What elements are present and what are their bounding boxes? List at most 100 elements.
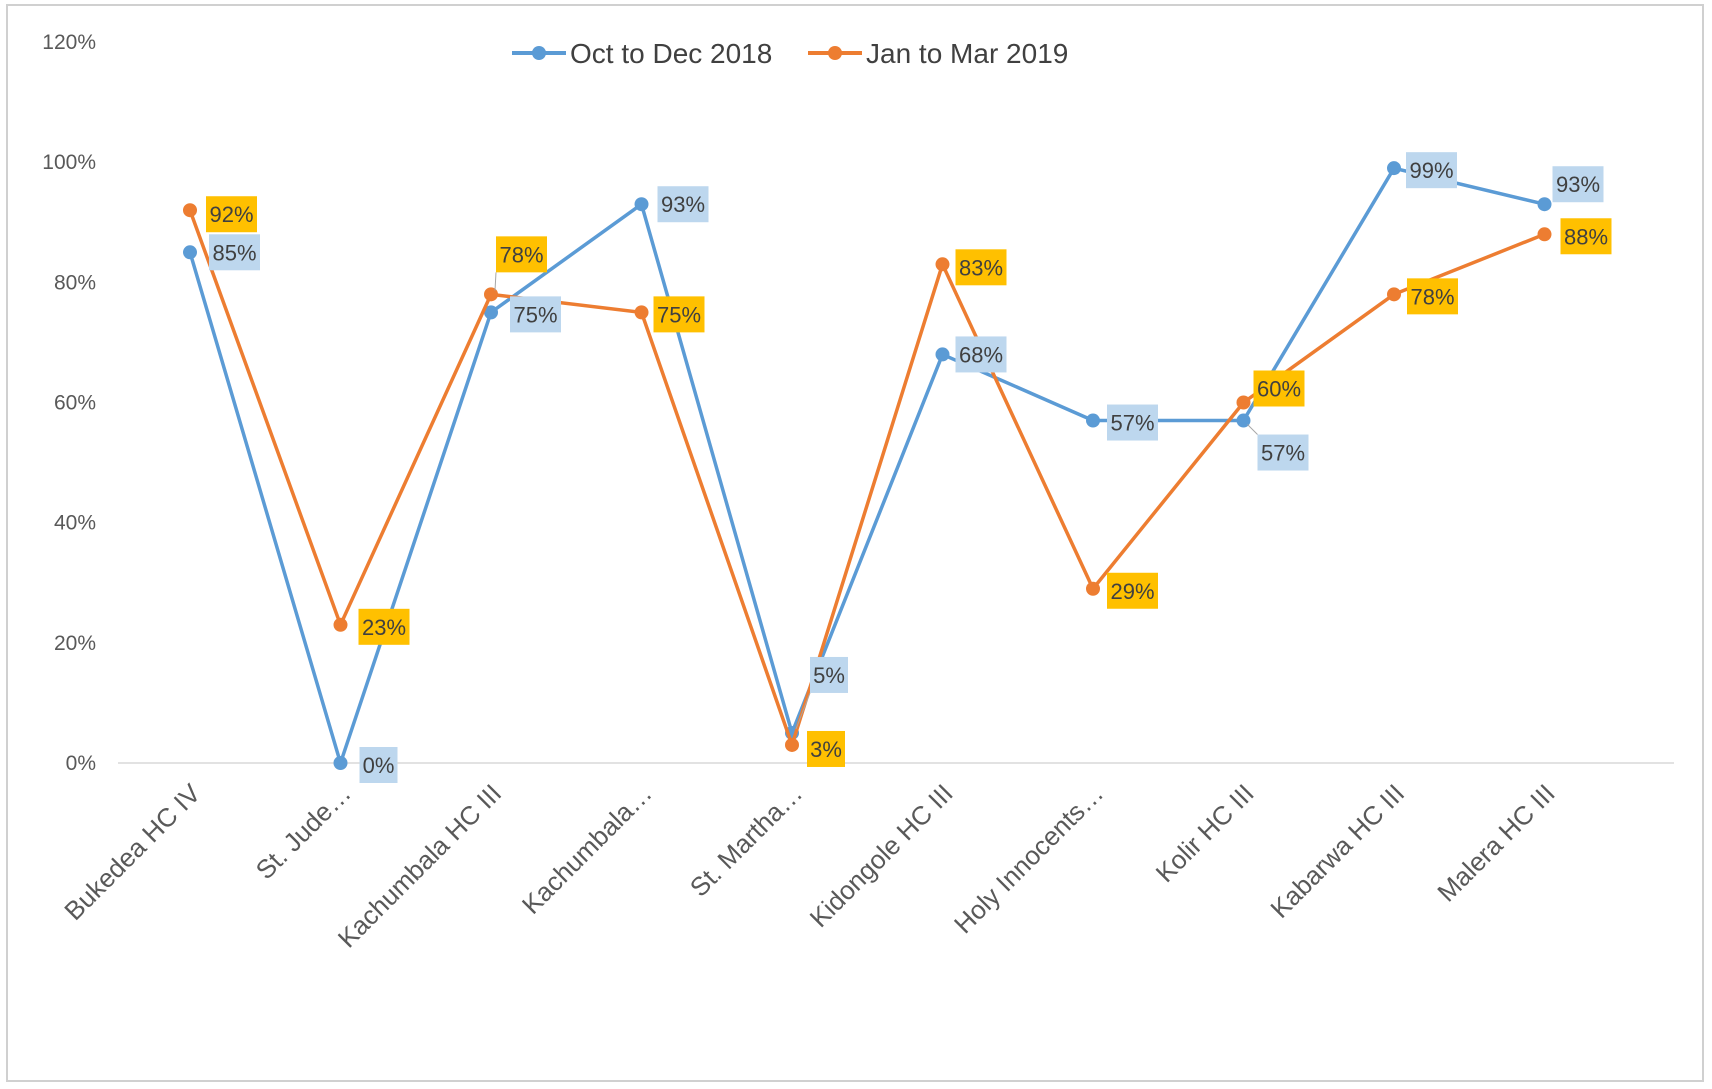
x-tick-label: Kachumbala HC III <box>332 778 508 954</box>
data-label: 3% <box>807 730 845 767</box>
data-label-box <box>1560 218 1612 255</box>
data-labels: 85% 0% 75% 93% 5% 68% 57% 57% 99% 93% 92% 23% 78% 75%… <box>206 152 1612 783</box>
data-label-text: 57% <box>1110 411 1154 436</box>
data-label-text: 92% <box>209 202 253 227</box>
data-label-box <box>1407 278 1458 315</box>
data-label-box <box>1257 434 1309 471</box>
series-line <box>188 209 1546 747</box>
legend-marker <box>532 46 546 60</box>
legend-entry: Jan to Mar 2019 <box>808 38 1068 69</box>
x-tick-label: St. Martha… <box>684 778 808 902</box>
data-point <box>183 245 197 260</box>
label-leader-line <box>1247 424 1258 435</box>
data-label-box <box>1107 572 1158 609</box>
data-point <box>1236 413 1251 428</box>
data-point <box>1086 581 1100 596</box>
legend-label: Jan to Mar 2019 <box>866 38 1068 69</box>
data-label-text: 0% <box>363 753 395 778</box>
series-lines <box>183 161 1552 770</box>
data-label-text: 78% <box>499 242 543 267</box>
data-label: 93% <box>657 186 709 223</box>
label-leader-line <box>494 272 497 291</box>
y-tick-label: 20% <box>54 632 96 655</box>
data-label-box <box>510 296 561 333</box>
x-tick-label: Bukedea HC IV <box>58 778 206 926</box>
data-label-text: 5% <box>813 663 845 688</box>
data-label-text: 93% <box>1556 172 1600 197</box>
data-label: 29% <box>1107 572 1158 609</box>
data-label: 60% <box>1253 370 1305 407</box>
data-label-box <box>955 249 1007 286</box>
data-label-text: 99% <box>1409 158 1453 183</box>
data-label-box <box>1552 166 1604 203</box>
line-chart: 0% 20% 40% 60% 80% 100% 120% Bukedea HC IV St. J… <box>42 31 1674 954</box>
x-tick-label: Kabarwa HC III <box>1264 778 1410 924</box>
data-label: 57% <box>1247 424 1309 471</box>
data-label: 92% <box>206 196 257 233</box>
data-point <box>935 347 950 362</box>
series-line <box>188 166 1545 765</box>
data-label-text: 3% <box>810 737 842 762</box>
x-tick-label: Kachumbala… <box>516 778 658 920</box>
y-tick-label: 0% <box>66 752 96 775</box>
data-label: 85% <box>209 234 260 271</box>
x-tick-label: St. Jude… <box>250 778 357 885</box>
data-label-box <box>653 296 705 333</box>
data-label-text: 85% <box>212 240 256 265</box>
data-label: 5% <box>795 656 848 730</box>
x-tick-label: Malera HC III <box>1431 778 1561 908</box>
data-label-text: 60% <box>1257 377 1301 402</box>
data-label-text: 75% <box>513 302 557 327</box>
y-tick-label: 60% <box>54 392 96 415</box>
data-label: 57% <box>1107 404 1158 441</box>
data-label-text: 93% <box>661 192 705 217</box>
data-label-box <box>657 186 709 223</box>
data-point <box>1387 287 1401 302</box>
legend-marker <box>828 46 842 60</box>
legend: Oct to Dec 2018 Jan to Mar 2019 <box>512 38 1068 69</box>
data-label-text: 83% <box>959 255 1003 280</box>
data-point <box>1537 227 1552 242</box>
data-label-box <box>206 196 257 233</box>
data-point <box>333 756 348 770</box>
data-label: 78% <box>1407 278 1458 315</box>
data-label-box <box>359 747 398 783</box>
data-point <box>484 287 498 302</box>
data-point <box>183 203 197 218</box>
data-label-text: 88% <box>1564 224 1608 249</box>
data-label: 75% <box>510 296 561 333</box>
data-point <box>333 617 348 632</box>
data-label: 23% <box>358 608 410 645</box>
data-label: 88% <box>1560 218 1612 255</box>
y-tick-label: 100% <box>42 151 96 174</box>
data-label-box <box>1406 152 1457 189</box>
data-label-box <box>1253 370 1305 407</box>
data-label-text: 23% <box>362 615 406 640</box>
data-label: 75% <box>653 296 705 333</box>
data-label: 83% <box>955 249 1007 286</box>
y-tick-label: 80% <box>54 271 96 294</box>
x-tick-label: Kidongole HC III <box>804 778 959 933</box>
data-label-text: 75% <box>657 302 701 327</box>
x-tick-label: Holy Innocents… <box>948 778 1109 939</box>
data-label-text: 57% <box>1261 441 1305 466</box>
y-tick-label: 40% <box>54 512 96 535</box>
y-tick-label: 120% <box>42 31 96 54</box>
data-point <box>1236 395 1251 410</box>
data-label-box <box>496 236 547 273</box>
data-point <box>634 305 649 320</box>
data-label: 93% <box>1552 166 1604 203</box>
data-label: 68% <box>955 336 1007 373</box>
data-label-box <box>209 234 260 271</box>
label-leader-line <box>795 692 811 730</box>
data-label: 99% <box>1406 152 1457 189</box>
data-label-box <box>358 608 410 645</box>
data-label-text: 29% <box>1110 579 1154 604</box>
legend-label: Oct to Dec 2018 <box>570 38 772 69</box>
chart-frame: 0% 20% 40% 60% 80% 100% 120% Bukedea HC IV St. J… <box>6 4 1704 1082</box>
data-label: 0% <box>359 747 398 783</box>
data-label-box <box>955 336 1007 373</box>
data-label-box <box>807 730 845 767</box>
legend-entry: Oct to Dec 2018 <box>512 38 772 69</box>
data-point <box>1086 413 1100 428</box>
